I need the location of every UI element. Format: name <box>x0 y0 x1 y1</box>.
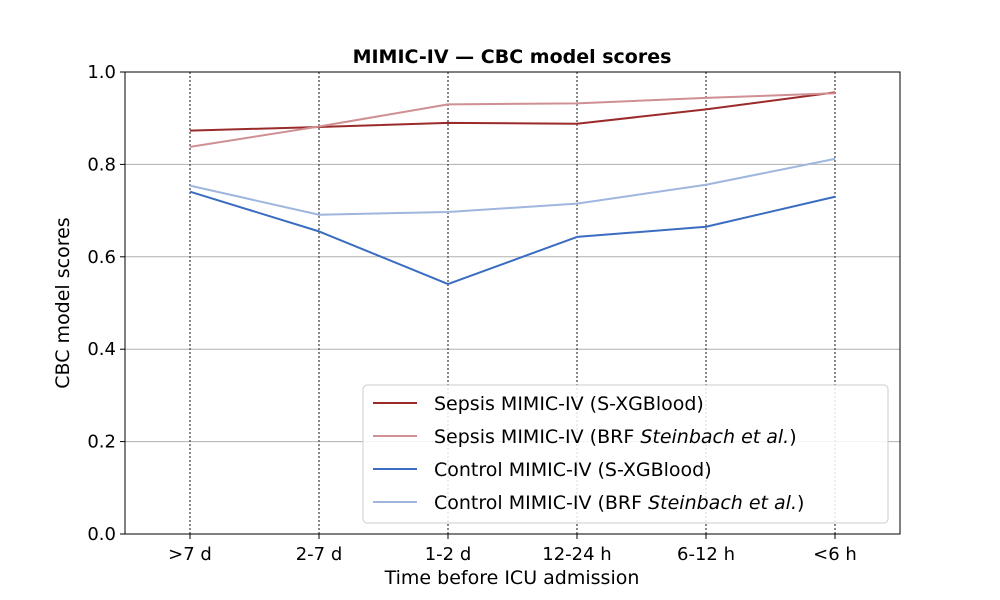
legend-label-3: Control MIMIC-IV (S-XGBlood) <box>434 459 712 481</box>
x-tick-label: 1-2 d <box>425 544 472 565</box>
x-axis-title: Time before ICU admission <box>384 567 640 589</box>
y-axis-title: CBC model scores <box>52 217 74 388</box>
y-tick-label: 0.8 <box>87 154 116 175</box>
legend-label-suffix: ) <box>797 492 804 514</box>
y-tick-label: 0.2 <box>87 432 116 453</box>
x-tick-label: 12-24 h <box>542 544 611 565</box>
legend-label-2: Sepsis MIMIC-IV (BRF Steinbach et al.) <box>434 426 797 448</box>
y-tick-label: 0.4 <box>87 339 116 360</box>
y-tick-label: 0.0 <box>87 524 116 545</box>
y-tick-label: 0.6 <box>87 247 116 268</box>
y-tick-label: 1.0 <box>87 62 116 83</box>
legend-label-4: Control MIMIC-IV (BRF Steinbach et al.) <box>434 492 804 514</box>
series-line-1 <box>189 91 836 132</box>
axis-ticks: 0.0 0.2 0.4 0.6 0.8 1.0 >7 d 2-7 d 1-2 d 12-24 h 6… <box>87 62 856 565</box>
series-line-4 <box>189 157 836 216</box>
legend-label-text: Control MIMIC-IV (S-XGBlood) <box>434 459 712 481</box>
legend-label-text: Sepsis MIMIC-IV (BRF <box>434 426 640 448</box>
legend-label-suffix: ) <box>789 426 796 448</box>
plot-frame <box>124 71 901 535</box>
chart-title: MIMIC-IV — CBC model scores <box>353 46 672 68</box>
legend-label-1: Sepsis MIMIC-IV (S-XGBlood) <box>434 393 704 415</box>
series-lines <box>189 91 836 286</box>
legend-label-text: Sepsis MIMIC-IV (S-XGBlood) <box>434 393 704 415</box>
x-tick-label: 2-7 d <box>296 544 343 565</box>
legend-label-italic: Steinbach et al. <box>648 492 797 514</box>
legend-label-italic: Steinbach et al. <box>640 426 789 448</box>
legend: Sepsis MIMIC-IV (S-XGBlood) Sepsis MIMIC-… <box>362 384 889 524</box>
series-line-2 <box>189 92 836 148</box>
x-tick-label: >7 d <box>168 544 212 565</box>
legend-label-text: Control MIMIC-IV (BRF <box>434 492 648 514</box>
legend-box <box>362 384 889 524</box>
x-tick-label: <6 h <box>813 544 857 565</box>
x-tick-label: 6-12 h <box>677 544 735 565</box>
series-line-3 <box>189 190 836 286</box>
